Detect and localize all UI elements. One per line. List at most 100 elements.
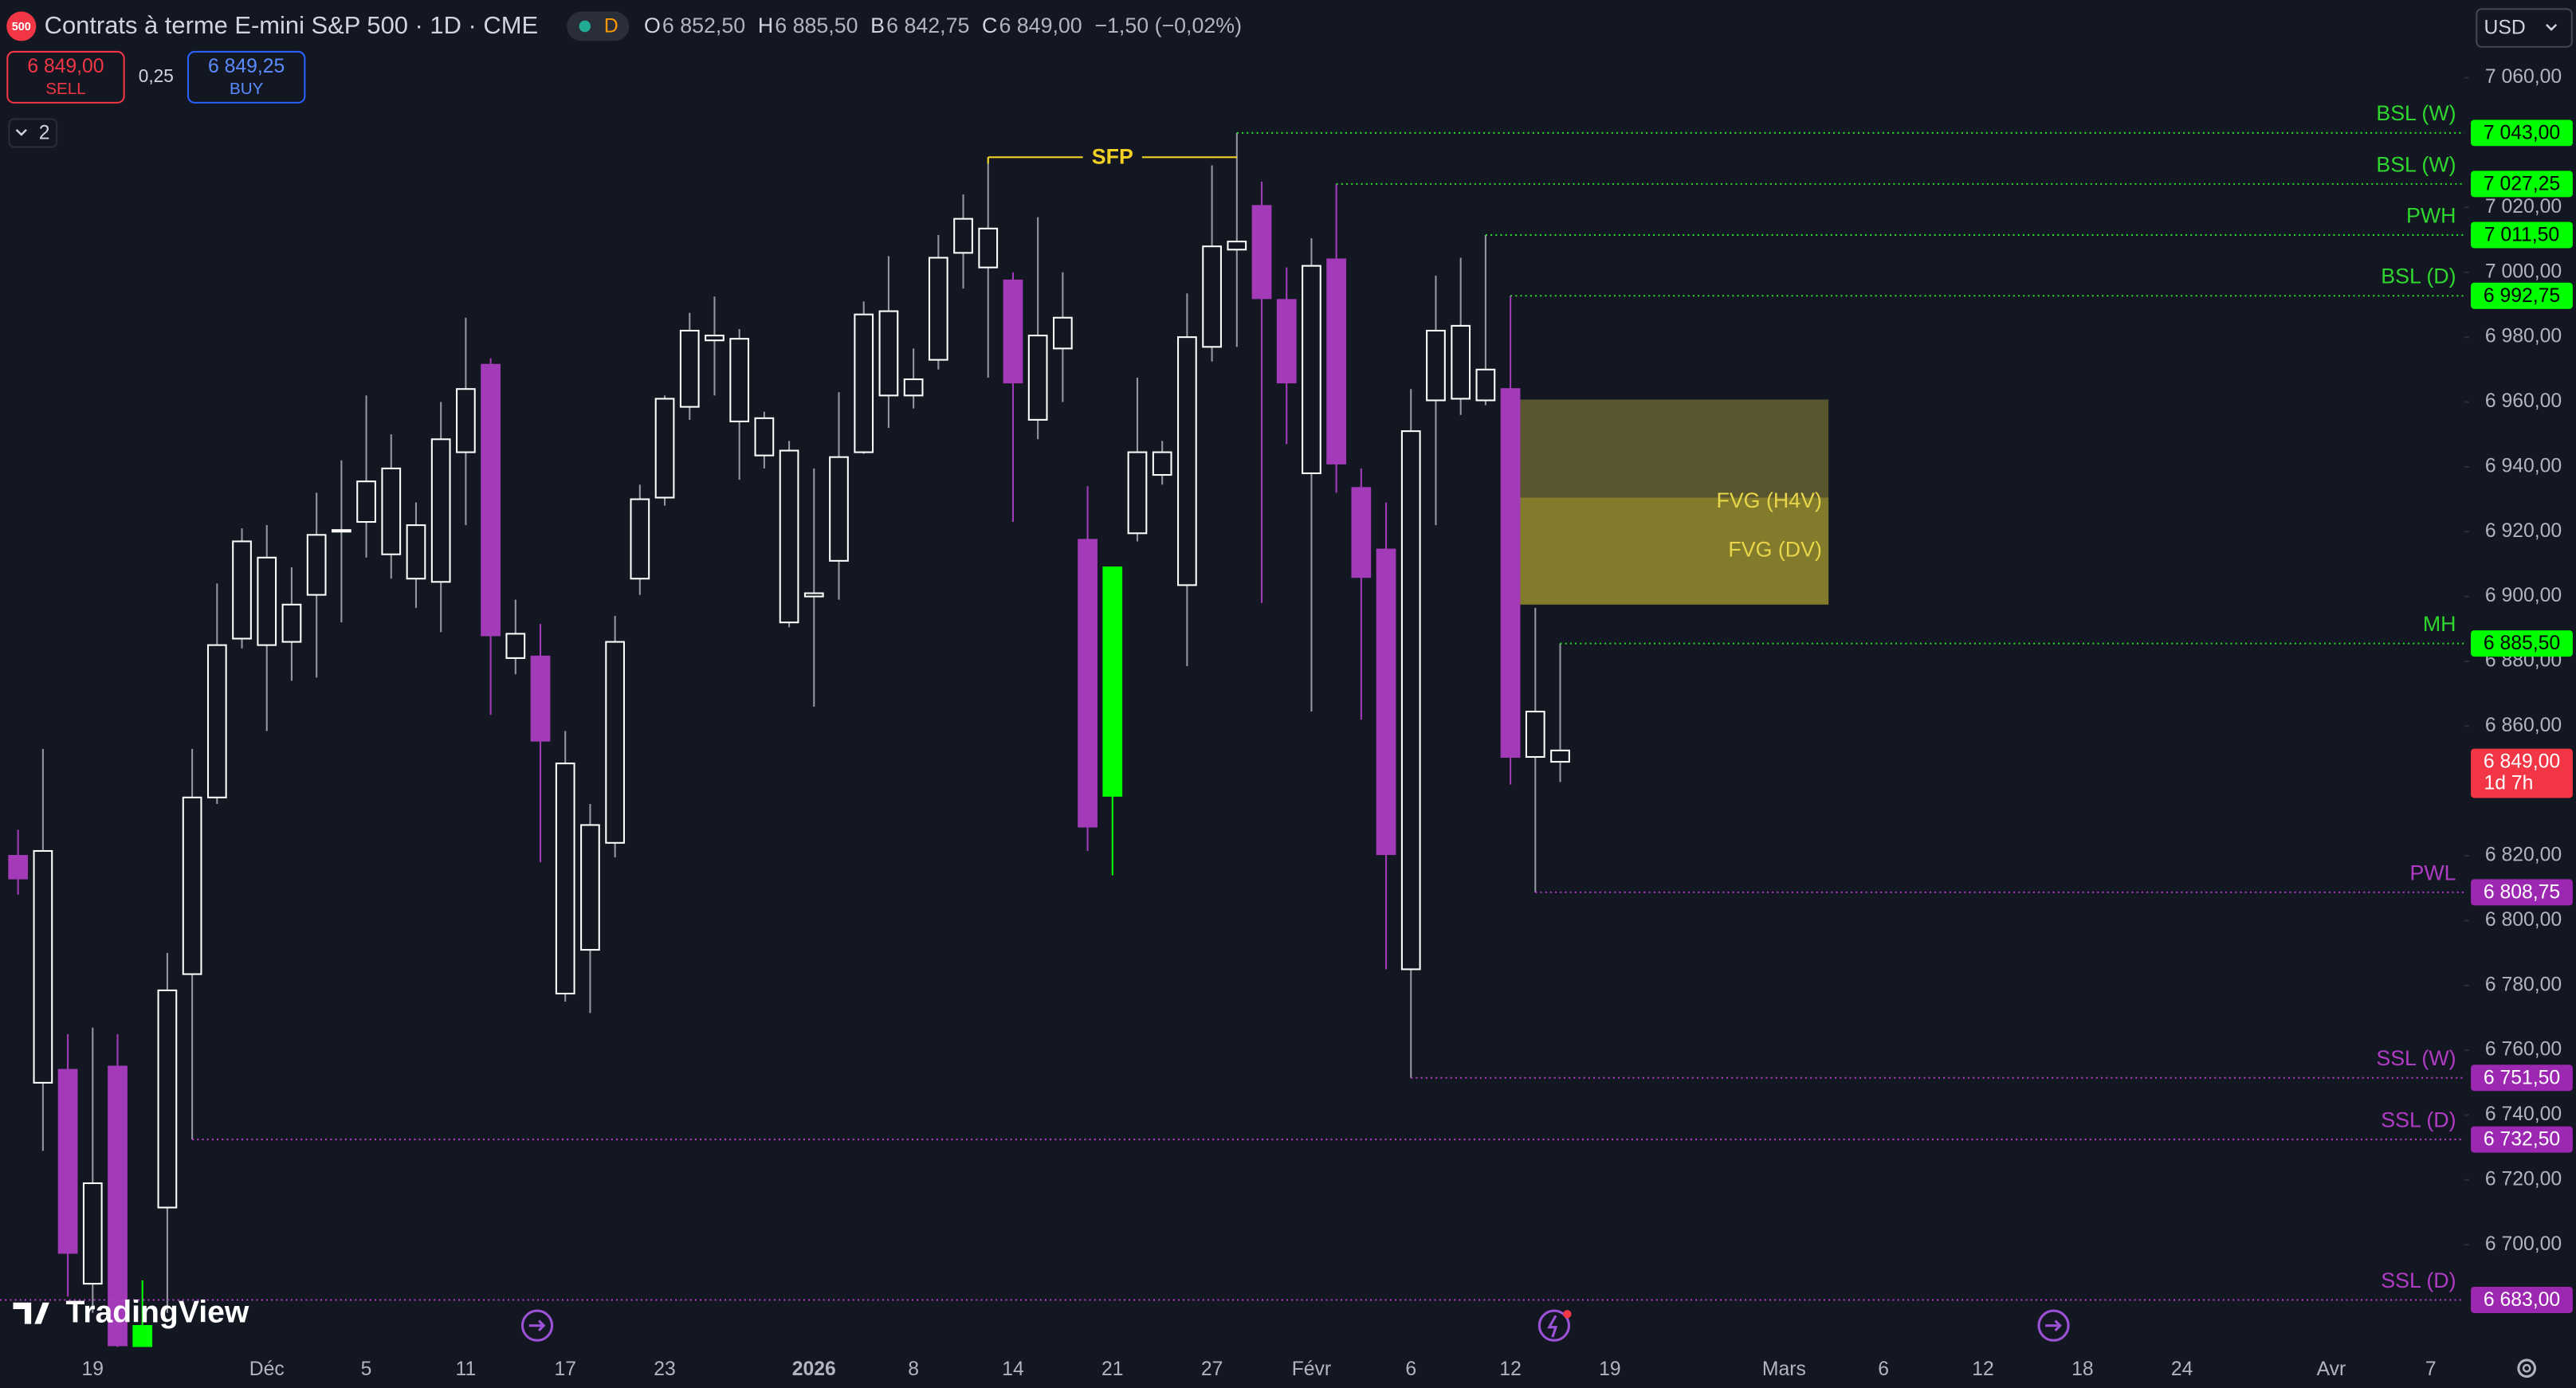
level-label: BSL (D) <box>2381 265 2456 288</box>
spread: 0,25 <box>139 65 174 86</box>
candle-body <box>1302 265 1321 475</box>
candle-body <box>803 592 824 598</box>
level-label: PWH <box>2406 203 2456 227</box>
fvg-label: FVG (DV) <box>1728 538 1822 562</box>
x-tick-label: Févr <box>1292 1359 1331 1380</box>
candle-body <box>481 363 501 637</box>
ohlc-label: C <box>982 14 997 37</box>
ohlc-change: −1,50 (−0,02%) <box>1094 14 1242 37</box>
candle-body <box>1276 299 1297 384</box>
candle-body <box>1027 335 1048 421</box>
candle-body <box>1351 487 1372 578</box>
ohlc-value: 6 842,75 <box>886 14 969 37</box>
candle-body <box>232 540 252 640</box>
candle-body <box>356 480 376 523</box>
status-dot <box>579 20 591 33</box>
ohlc-value: 6 849,00 <box>999 14 1082 37</box>
x-tick-label: 8 <box>908 1359 919 1380</box>
sell-label: SELL <box>45 80 85 98</box>
candle-body <box>206 644 227 798</box>
last-price-label: 6 849,00 <box>2484 751 2560 773</box>
y-tick-label: 7 000,00 <box>2485 261 2562 282</box>
chevron <box>15 128 27 136</box>
level-price-label: 6 808,75 <box>2484 881 2560 903</box>
sell-price: 6 849,00 <box>27 56 104 77</box>
level-price-box <box>2471 120 2573 147</box>
buy-button[interactable] <box>187 50 306 104</box>
sell-button[interactable] <box>6 50 125 104</box>
level-price-box <box>2471 630 2573 657</box>
level-price-box <box>2471 1286 2573 1313</box>
candle-body <box>108 1065 128 1347</box>
x-tick-label: 2026 <box>792 1359 836 1380</box>
candle-body <box>754 417 775 457</box>
symbol-badge-text: 500 <box>12 21 31 33</box>
chevron <box>2546 24 2558 31</box>
candle-body <box>1326 258 1347 465</box>
candle-body <box>381 467 402 555</box>
candle-body <box>33 849 53 1084</box>
candle-body <box>331 529 351 533</box>
level-label: SSL (W) <box>2376 1046 2456 1070</box>
x-tick-label: 12 <box>1972 1359 1993 1380</box>
y-tick-label: 6 960,00 <box>2485 390 2562 412</box>
candle-body <box>1400 430 1421 970</box>
event-icon[interactable] <box>520 1309 554 1342</box>
candle-body <box>654 398 675 499</box>
candle-body <box>505 633 526 659</box>
candle-body <box>456 388 476 453</box>
x-tick-label: 23 <box>654 1359 675 1380</box>
candle-body <box>779 449 799 624</box>
x-tick-label: 6 <box>1405 1359 1416 1380</box>
y-tick-label: 6 740,00 <box>2485 1104 2562 1125</box>
axes: 7 060,00 7 020,00 7 000,00 6 980,00 6 960,00… <box>82 66 2573 1380</box>
x-tick-label: 14 <box>1002 1359 1024 1380</box>
level-label: BSL (W) <box>2376 152 2456 176</box>
settings-icon[interactable] <box>2517 1359 2537 1378</box>
y-tick-label: 6 860,00 <box>2485 715 2562 736</box>
candle-body <box>1102 566 1123 797</box>
level-price-box <box>2471 282 2573 309</box>
indicators-count: 2 <box>39 123 50 144</box>
candle-body <box>605 641 626 844</box>
x-tick-label: 27 <box>1201 1359 1223 1380</box>
status-pill[interactable] <box>567 11 630 41</box>
indicators-toggle[interactable] <box>8 118 58 148</box>
x-tick-label: 24 <box>2171 1359 2193 1380</box>
candle-body <box>1202 245 1222 348</box>
candle-body <box>1127 451 1148 535</box>
candle-body <box>430 438 451 583</box>
candle-body <box>1078 539 1098 828</box>
x-tick-label: Mars <box>1762 1359 1806 1380</box>
buy-label: BUY <box>230 80 264 98</box>
candle-body <box>630 498 650 580</box>
candle-body <box>1376 548 1396 856</box>
level-price-label: 6 992,75 <box>2484 285 2560 307</box>
y-tick-label: 7 060,00 <box>2485 66 2562 88</box>
candle-body <box>928 257 948 361</box>
sfp-label: SFP <box>1092 144 1133 168</box>
x-tick-label: 19 <box>82 1359 104 1380</box>
event-icon[interactable] <box>2037 1309 2070 1342</box>
event-icon[interactable] <box>1537 1309 1572 1342</box>
candle-body <box>1475 368 1496 402</box>
level-price-box <box>2471 1126 2573 1153</box>
level-price-label: 7 011,50 <box>2484 225 2559 246</box>
x-tick-label: 12 <box>1499 1359 1521 1380</box>
fvg-zone <box>1514 497 1829 605</box>
level-price-label: 6 885,50 <box>2484 633 2560 654</box>
status-pill-text: D <box>604 16 618 37</box>
x-tick-label: 19 <box>1599 1359 1620 1380</box>
y-tick-label: 6 900,00 <box>2485 585 2562 606</box>
currency-select[interactable] <box>2476 8 2573 48</box>
brand-name: TradingView <box>65 1296 249 1330</box>
last-price-countdown: 1d 7h <box>2484 772 2534 794</box>
ohlc-label: B <box>870 14 885 37</box>
candle-body <box>729 338 750 422</box>
y-tick-label: 7 020,00 <box>2485 196 2562 218</box>
candle-body <box>57 1068 78 1254</box>
candle-body <box>1177 336 1197 586</box>
level-label: PWL <box>2409 861 2456 884</box>
